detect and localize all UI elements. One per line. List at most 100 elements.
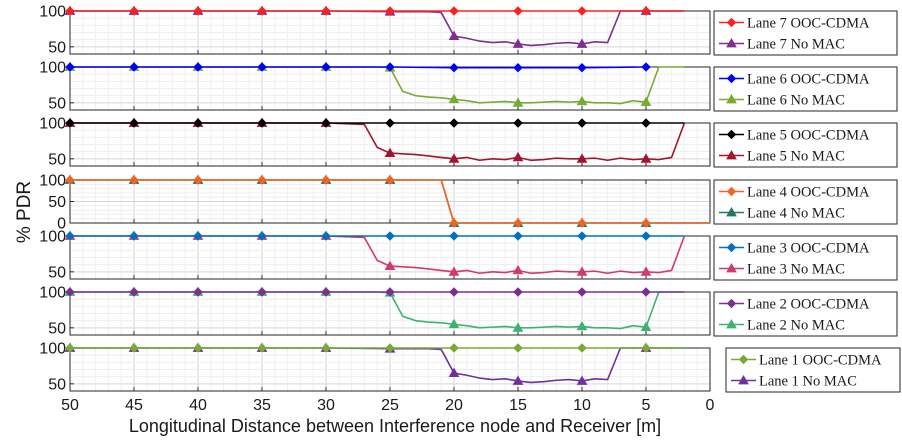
- legend-swatch-marker: [726, 206, 737, 217]
- series-lane-4-ooc-cdma: [65, 175, 710, 228]
- series-lane-6-ooc-cdma: [65, 62, 651, 73]
- legend-frame: [713, 291, 898, 337]
- y-tick-label: 50: [48, 39, 66, 56]
- legend-entry: Lane 7 No MAC: [747, 37, 845, 53]
- y-axis-label: % PDR: [14, 181, 35, 243]
- data-point: [321, 62, 331, 72]
- data-point: [449, 118, 459, 128]
- data-point: [65, 118, 75, 128]
- data-point: [193, 118, 203, 128]
- data-point: [449, 231, 459, 241]
- y-tick-label: 100: [39, 285, 66, 302]
- legend-lane-2: Lane 2 OOC-CDMA Lane 2 No MAC: [713, 291, 898, 337]
- data-point: [513, 287, 523, 297]
- data-point: [448, 153, 460, 163]
- legend-frame: [713, 10, 898, 56]
- panel-lane-7: 100 50 Lane 7 OOC-CDMA Lane 7 No MAC: [39, 4, 898, 56]
- data-point: [384, 260, 396, 270]
- data-point: [129, 343, 139, 353]
- data-point: [385, 6, 395, 16]
- x-axis-label: Longitudinal Distance between Interferen…: [129, 416, 661, 436]
- data-point: [449, 343, 459, 353]
- panel-lane-3: 100 50 Lane 3 OOC-CDMA Lane 3 No MAC: [39, 229, 898, 281]
- data-point: [257, 62, 267, 72]
- x-tick-label: 30: [317, 397, 335, 414]
- data-point: [641, 62, 651, 72]
- series-lane-1-ooc-cdma: [65, 343, 685, 353]
- legend-frame: [713, 122, 898, 168]
- legend-entry: Lane 5 No MAC: [747, 149, 845, 165]
- legend-lane-1: Lane 1 OOC-CDMA Lane 1 No MAC: [725, 347, 901, 393]
- data-point: [257, 6, 267, 16]
- legend-swatch-marker: [726, 37, 737, 48]
- data-point: [449, 63, 459, 73]
- legend-lane-7: Lane 7 OOC-CDMA Lane 7 No MAC: [713, 10, 898, 56]
- series-line: [70, 66, 647, 69]
- data-point: [640, 266, 652, 276]
- panel-lane-5: 100 50 Lane 5 OOC-CDMA Lane 5 No MAC: [39, 116, 898, 168]
- data-point: [321, 175, 331, 185]
- legend-swatch-marker: [726, 298, 737, 309]
- data-point: [577, 218, 587, 228]
- x-tick-label: 35: [253, 397, 271, 414]
- data-point: [129, 6, 139, 16]
- data-point: [577, 118, 587, 128]
- data-point: [448, 30, 460, 40]
- series-lane-3-ooc-cdma: [65, 231, 685, 241]
- legend-lane-3: Lane 3 OOC-CDMA Lane 3 No MAC: [713, 235, 898, 281]
- data-point: [640, 96, 652, 106]
- data-point: [449, 6, 459, 16]
- y-tick-label: 100: [39, 60, 66, 77]
- legend-entry: Lane 2 OOC-CDMA: [747, 297, 870, 313]
- data-point: [640, 153, 652, 163]
- series-line: [70, 179, 710, 224]
- data-point: [576, 153, 588, 163]
- data-point: [577, 343, 587, 353]
- data-point: [576, 320, 588, 331]
- series-line: [70, 122, 686, 162]
- data-point: [448, 318, 460, 329]
- y-tick-label: 100: [39, 341, 66, 358]
- data-point: [321, 118, 331, 128]
- data-point: [385, 118, 395, 128]
- data-point: [257, 287, 267, 297]
- x-tick-label: 5: [642, 397, 651, 414]
- legend-frame: [713, 179, 898, 225]
- data-point: [512, 264, 524, 275]
- data-point: [577, 6, 587, 16]
- legend-entry: Lane 4 OOC-CDMA: [747, 185, 870, 201]
- series-lane-5-ooc-cdma: [65, 118, 685, 128]
- series-lane-6-no-mac: [64, 61, 685, 107]
- y-tick-label: 100: [39, 116, 66, 133]
- data-point: [641, 118, 651, 128]
- legend-entry: Lane 4 No MAC: [747, 206, 845, 222]
- data-point: [576, 266, 588, 276]
- data-point: [513, 63, 523, 73]
- legend-swatch-marker: [726, 73, 737, 84]
- data-point: [448, 93, 460, 104]
- data-point: [641, 343, 651, 353]
- legend-entry: Lane 1 No MAC: [759, 374, 857, 390]
- grid-lane-1: [70, 348, 710, 391]
- panel-lane-4: 100 50 0 Lane 4 OOC-CDMA Lane 4 No MAC: [39, 173, 898, 233]
- series-lane-7-ooc-cdma: [65, 6, 685, 16]
- data-point: [65, 175, 75, 185]
- data-point: [512, 38, 524, 48]
- legend-lane-5: Lane 5 OOC-CDMA Lane 5 No MAC: [713, 122, 898, 168]
- x-tick-label: 45: [125, 397, 143, 414]
- data-point: [385, 62, 395, 72]
- legend-entry: Lane 3 No MAC: [747, 262, 845, 278]
- legend-swatch-marker: [726, 149, 737, 160]
- y-tick-label: 50: [48, 264, 66, 281]
- series-lane-1-no-mac: [64, 342, 685, 385]
- data-point: [577, 63, 587, 73]
- data-point: [321, 231, 331, 241]
- chart-panels: 100 50 Lane 7 OOC-CDMA Lane 7 No MAC 100 50 La…: [39, 4, 901, 393]
- data-point: [448, 266, 460, 276]
- data-point: [65, 287, 75, 297]
- x-tick-label: 20: [445, 397, 463, 414]
- data-point: [384, 147, 396, 157]
- legend-swatch-marker: [726, 318, 737, 329]
- x-tick-label: 15: [509, 397, 527, 414]
